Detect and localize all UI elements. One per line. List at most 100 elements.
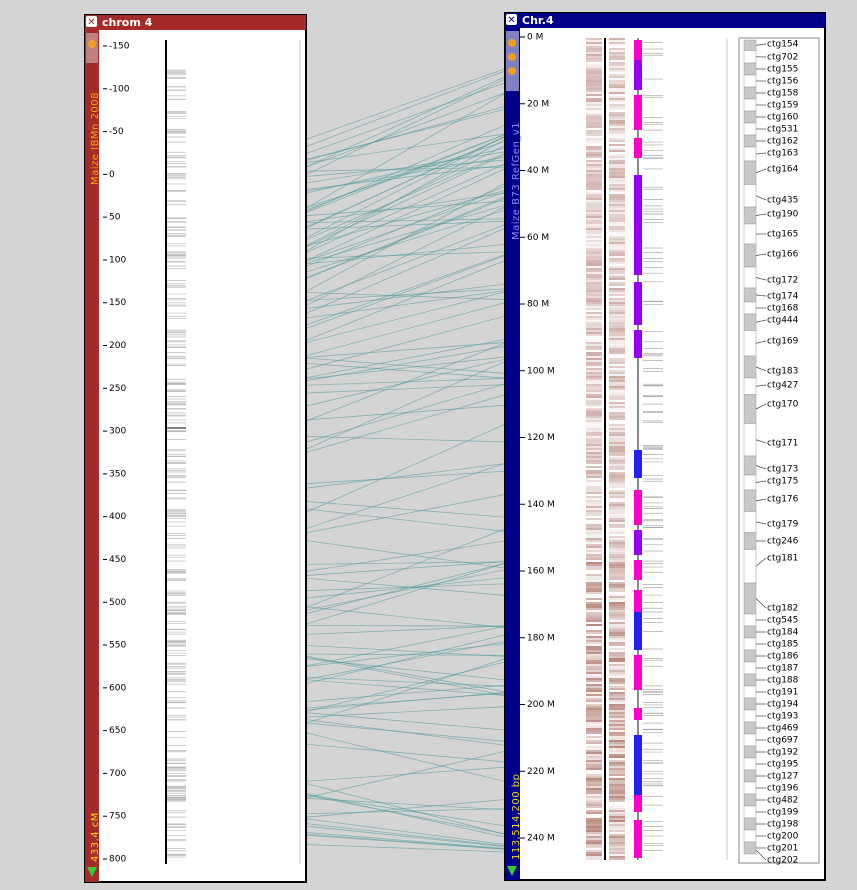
- contig-block: [743, 50, 757, 64]
- density-cell: [586, 522, 602, 524]
- density-cell: [609, 268, 625, 270]
- density-cell: [586, 352, 602, 354]
- density-cell: [609, 354, 625, 356]
- density-cell: [609, 836, 625, 838]
- density-cell: [586, 238, 602, 240]
- close-icon[interactable]: ✕: [507, 15, 515, 26]
- density-cell: [586, 322, 602, 324]
- contig-label: ctg154: [767, 40, 799, 50]
- density-cell: [609, 788, 625, 790]
- density-cell: [609, 326, 625, 328]
- density-cell: [586, 258, 602, 260]
- density-cell: [609, 622, 625, 624]
- density-cell: [586, 498, 602, 500]
- close-button[interactable]: [506, 14, 517, 25]
- density-cell: [586, 630, 602, 632]
- density-cell: [586, 86, 602, 88]
- density-cell: [586, 662, 602, 664]
- density-cell: [586, 618, 602, 620]
- density-cell: [586, 78, 602, 80]
- contig-block: [743, 423, 757, 457]
- density-cell: [609, 644, 625, 646]
- density-cell: [609, 376, 625, 378]
- density-cell: [609, 842, 625, 844]
- density-cell: [609, 300, 625, 302]
- density-cell: [586, 440, 602, 442]
- density-cell: [586, 304, 602, 306]
- density-cell: [586, 638, 602, 640]
- density-cell: [586, 524, 602, 526]
- density-cell: [586, 474, 602, 476]
- density-cell: [609, 606, 625, 608]
- icon[interactable]: [508, 67, 516, 75]
- density-cell: [609, 576, 625, 578]
- density-cell: [586, 482, 602, 484]
- density-cell: [609, 246, 625, 248]
- density-cell: [586, 366, 602, 368]
- density-cell: [586, 126, 602, 128]
- density-cell: [609, 738, 625, 740]
- density-cell: [609, 506, 625, 508]
- density-cell: [586, 460, 602, 462]
- density-cell: [609, 306, 625, 308]
- density-cell: [609, 488, 625, 490]
- contig-leader: [755, 253, 767, 256]
- density-cell: [609, 676, 625, 678]
- icon[interactable]: [88, 40, 96, 48]
- density-cell: [586, 732, 602, 734]
- contig-block: [743, 625, 757, 639]
- density-cell: [586, 312, 602, 314]
- density-cell: [586, 842, 602, 844]
- density-cell: [586, 692, 602, 694]
- density-cell: [609, 452, 625, 454]
- density-cell: [609, 454, 625, 456]
- density-cell: [609, 834, 625, 836]
- density-cell: [586, 124, 602, 126]
- contig-leader: [755, 195, 767, 201]
- density-cell: [586, 592, 602, 594]
- density-cell: [609, 252, 625, 254]
- density-cell: [609, 766, 625, 768]
- scroll-down[interactable]: [87, 867, 97, 877]
- density-cell: [586, 262, 602, 264]
- icon[interactable]: [508, 53, 516, 61]
- density-cell: [586, 744, 602, 746]
- density-cell: [609, 218, 625, 220]
- density-cell: [609, 64, 625, 66]
- density-cell: [586, 484, 602, 486]
- right-icons[interactable]: [506, 31, 519, 91]
- density-cell: [609, 100, 625, 102]
- density-cell: [586, 354, 602, 356]
- tick-label: 140 M: [527, 500, 555, 510]
- contig-label: ctg183: [767, 367, 798, 377]
- left-set-name: Maize IBMn 2008: [90, 92, 101, 185]
- density-cell: [609, 736, 625, 738]
- density-cell: [609, 414, 625, 416]
- density-cell: [609, 662, 625, 664]
- contig-block: [743, 184, 757, 208]
- close-icon[interactable]: ✕: [87, 17, 95, 28]
- density-cell: [609, 564, 625, 566]
- contig-block: [743, 829, 757, 843]
- density-cell: [586, 788, 602, 790]
- contig-block: [743, 98, 757, 112]
- density-cell: [586, 844, 602, 846]
- density-cell: [609, 746, 625, 748]
- density-cell: [586, 792, 602, 794]
- contig-block: [743, 110, 757, 124]
- right-length: 113,514,200 bp: [511, 774, 522, 861]
- contig-label: ctg427: [767, 381, 798, 391]
- density-cell: [609, 630, 625, 632]
- density-cell: [609, 194, 625, 196]
- density-cell: [609, 316, 625, 318]
- scroll-down[interactable]: [507, 866, 517, 876]
- tick-label: 120 M: [527, 433, 555, 443]
- close-button[interactable]: [86, 16, 97, 27]
- density-cell: [586, 300, 602, 302]
- density-cell: [586, 486, 602, 488]
- icon[interactable]: [508, 39, 516, 47]
- density-cell: [586, 234, 602, 236]
- contig-block: [743, 206, 757, 225]
- density-cell: [586, 102, 602, 104]
- density-cell: [586, 54, 602, 56]
